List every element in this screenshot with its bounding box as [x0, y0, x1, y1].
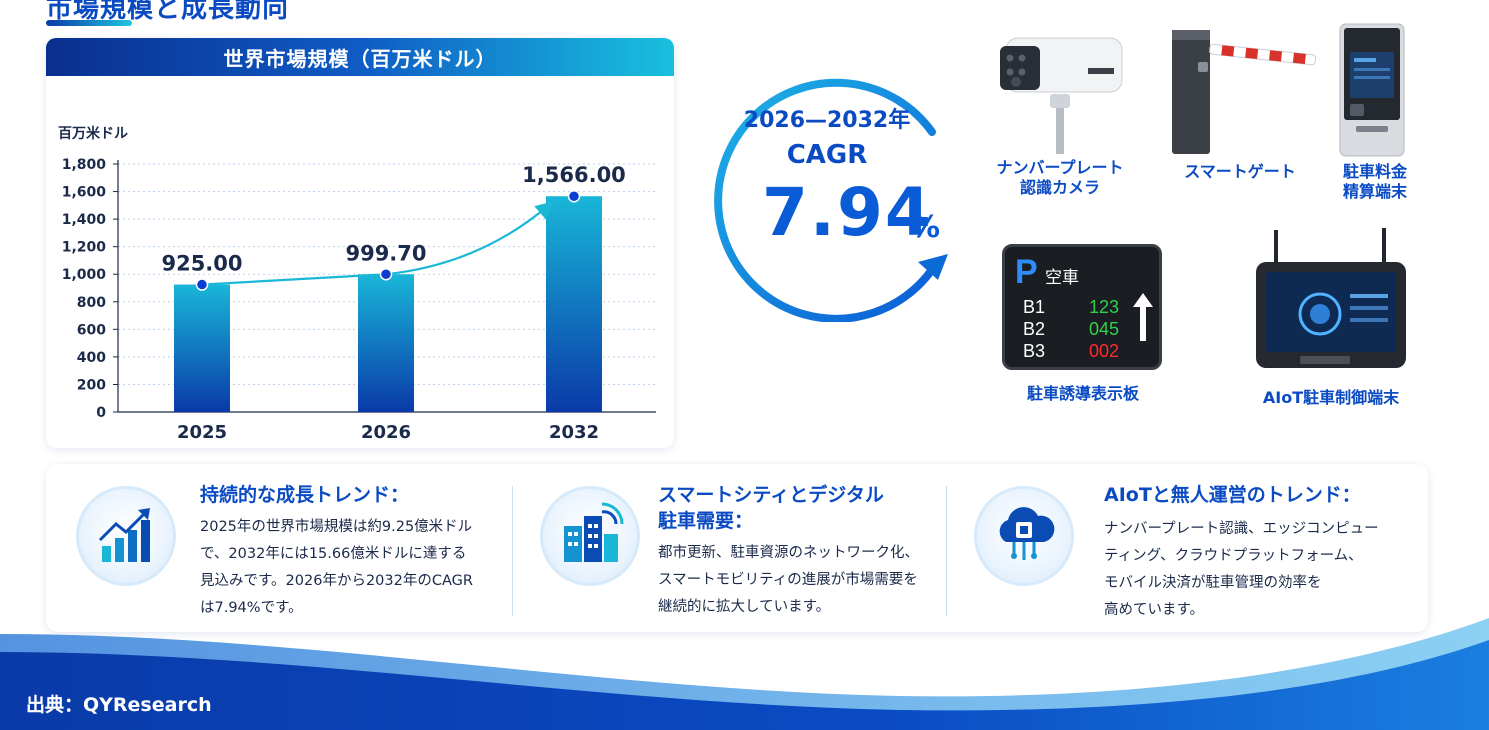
device-label-control-terminal: AIoT駐車制御端末	[1262, 388, 1400, 407]
count-b2: 045	[1089, 319, 1120, 339]
info-aiot: AIoTと無人運営のトレンド： ナンバープレート認識、エッジコンピュー ティング…	[946, 464, 1428, 632]
data-label: 999.70	[345, 241, 426, 265]
market-size-chart-card: 世界市場規模（百万米ドル） 百万米ドル 0 200 400 600 800 1,000 1,…	[46, 38, 674, 448]
x-tick-label: 2025	[177, 422, 227, 443]
floor-b1: B1	[1023, 297, 1046, 317]
y-tick-label: 200	[77, 377, 106, 393]
info-smart-city: スマートシティとデジタル 駐車需要： 都市更新、駐車資源のネットワーク化、 スマ…	[512, 464, 946, 632]
device-control-terminal: AIoT駐車制御端末	[1240, 228, 1422, 408]
cagr-ring	[714, 78, 948, 322]
lpr-camera-icon	[1000, 37, 1123, 154]
source-label: 出典：QYResearch	[26, 694, 212, 716]
y-tick-label: 1,400	[62, 212, 107, 228]
vacancy-label: 空車	[1045, 268, 1079, 288]
bar	[546, 196, 602, 412]
growth-chart-icon	[76, 486, 176, 586]
y-tick-label: 800	[77, 295, 106, 311]
data-point	[195, 278, 209, 291]
cagr-unit: %	[910, 210, 941, 245]
payment-terminal-icon	[1339, 23, 1405, 157]
y-tick-label: 600	[77, 322, 106, 338]
x-tick-label: 2032	[549, 422, 599, 443]
trend-line	[201, 201, 554, 286]
trend-info-card: 持続的な成長トレンド： 2025年の世界市場規模は約9.25億米ドル で、203…	[46, 464, 1428, 632]
y-axis-title: 百万米ドル	[58, 125, 128, 142]
x-tick-label: 2026	[361, 422, 411, 443]
guidance-sign-icon: P 空車 B1 123 B2 045 B3 002	[1002, 244, 1162, 370]
divider	[946, 486, 947, 616]
data-point	[379, 268, 393, 281]
info-aiot-title: AIoTと無人運営のトレンド：	[1104, 484, 1361, 506]
info-growth-body: 2025年の世界市場規模は約9.25億米ドル で、2032年には15.66億米ド…	[200, 519, 473, 616]
device-lpr-camera: ナンバープレート 認識カメラ	[990, 24, 1130, 198]
device-label-guidance-sign: 駐車誘導表示板	[1026, 384, 1139, 403]
info-smart-city-title: スマートシティとデジタル 駐車需要：	[658, 484, 884, 532]
up-arrow-icon	[1133, 293, 1153, 341]
y-tick-label: 0	[96, 405, 106, 421]
data-point	[567, 189, 581, 203]
bar	[358, 274, 414, 412]
device-payment-terminal: 駐車料金 精算端末	[1320, 22, 1430, 202]
y-tick-label: 1,200	[62, 240, 107, 256]
data-label: 1,566.00	[522, 163, 626, 187]
floor-b2: B2	[1023, 319, 1046, 339]
divider	[512, 486, 513, 616]
info-growth-title: 持続的な成長トレンド：	[200, 484, 410, 506]
bar-chart: 百万米ドル 0 200 400 600 800 1,000 1,200 1,400 1,600 1…	[58, 125, 656, 443]
barrier-gate-icon	[1172, 30, 1317, 154]
chart-title: 世界市場規模（百万米ドル）	[46, 38, 674, 76]
cagr-value: 7.94	[762, 174, 933, 251]
device-guidance-sign: P 空車 B1 123 B2 045 B3 002 駐車誘導表示板	[1002, 244, 1164, 404]
count-b3: 002	[1089, 341, 1120, 361]
smart-city-icon	[540, 486, 640, 586]
cagr-badge: 2026—2032年 CAGR 7.94 %	[712, 62, 972, 322]
control-terminal-icon	[1256, 228, 1406, 368]
device-smart-gate: スマートゲート	[1160, 22, 1320, 182]
device-label-payment-terminal: 駐車料金 精算端末	[1342, 162, 1407, 201]
y-tick-label: 400	[77, 350, 106, 366]
title-underline	[46, 20, 132, 26]
footer-wave	[0, 618, 1489, 730]
parking-p-label: P	[1015, 253, 1038, 291]
cagr-label: CAGR	[786, 140, 868, 170]
device-label-lpr-camera: ナンバープレート 認識カメラ	[996, 158, 1124, 197]
y-tick-label: 1,600	[62, 185, 107, 201]
y-tick-label: 1,800	[62, 157, 107, 173]
bar	[174, 284, 230, 412]
device-label-smart-gate: スマートゲート	[1184, 162, 1296, 181]
info-growth: 持続的な成長トレンド： 2025年の世界市場規模は約9.25億米ドル で、203…	[46, 464, 506, 632]
count-b1: 123	[1089, 297, 1120, 317]
info-smart-city-body: 都市更新、駐車資源のネットワーク化、 スマートモビリティの進展が市場需要を 継続…	[658, 545, 919, 615]
info-aiot-body: ナンバープレート認識、エッジコンピュー ティング、クラウドプラットフォーム、 モ…	[1104, 521, 1379, 618]
cagr-period: 2026—2032年	[743, 108, 911, 133]
floor-b3: B3	[1023, 341, 1046, 361]
cloud-chip-icon	[974, 486, 1074, 586]
y-tick-label: 1,000	[62, 267, 107, 283]
data-label: 925.00	[161, 252, 242, 276]
